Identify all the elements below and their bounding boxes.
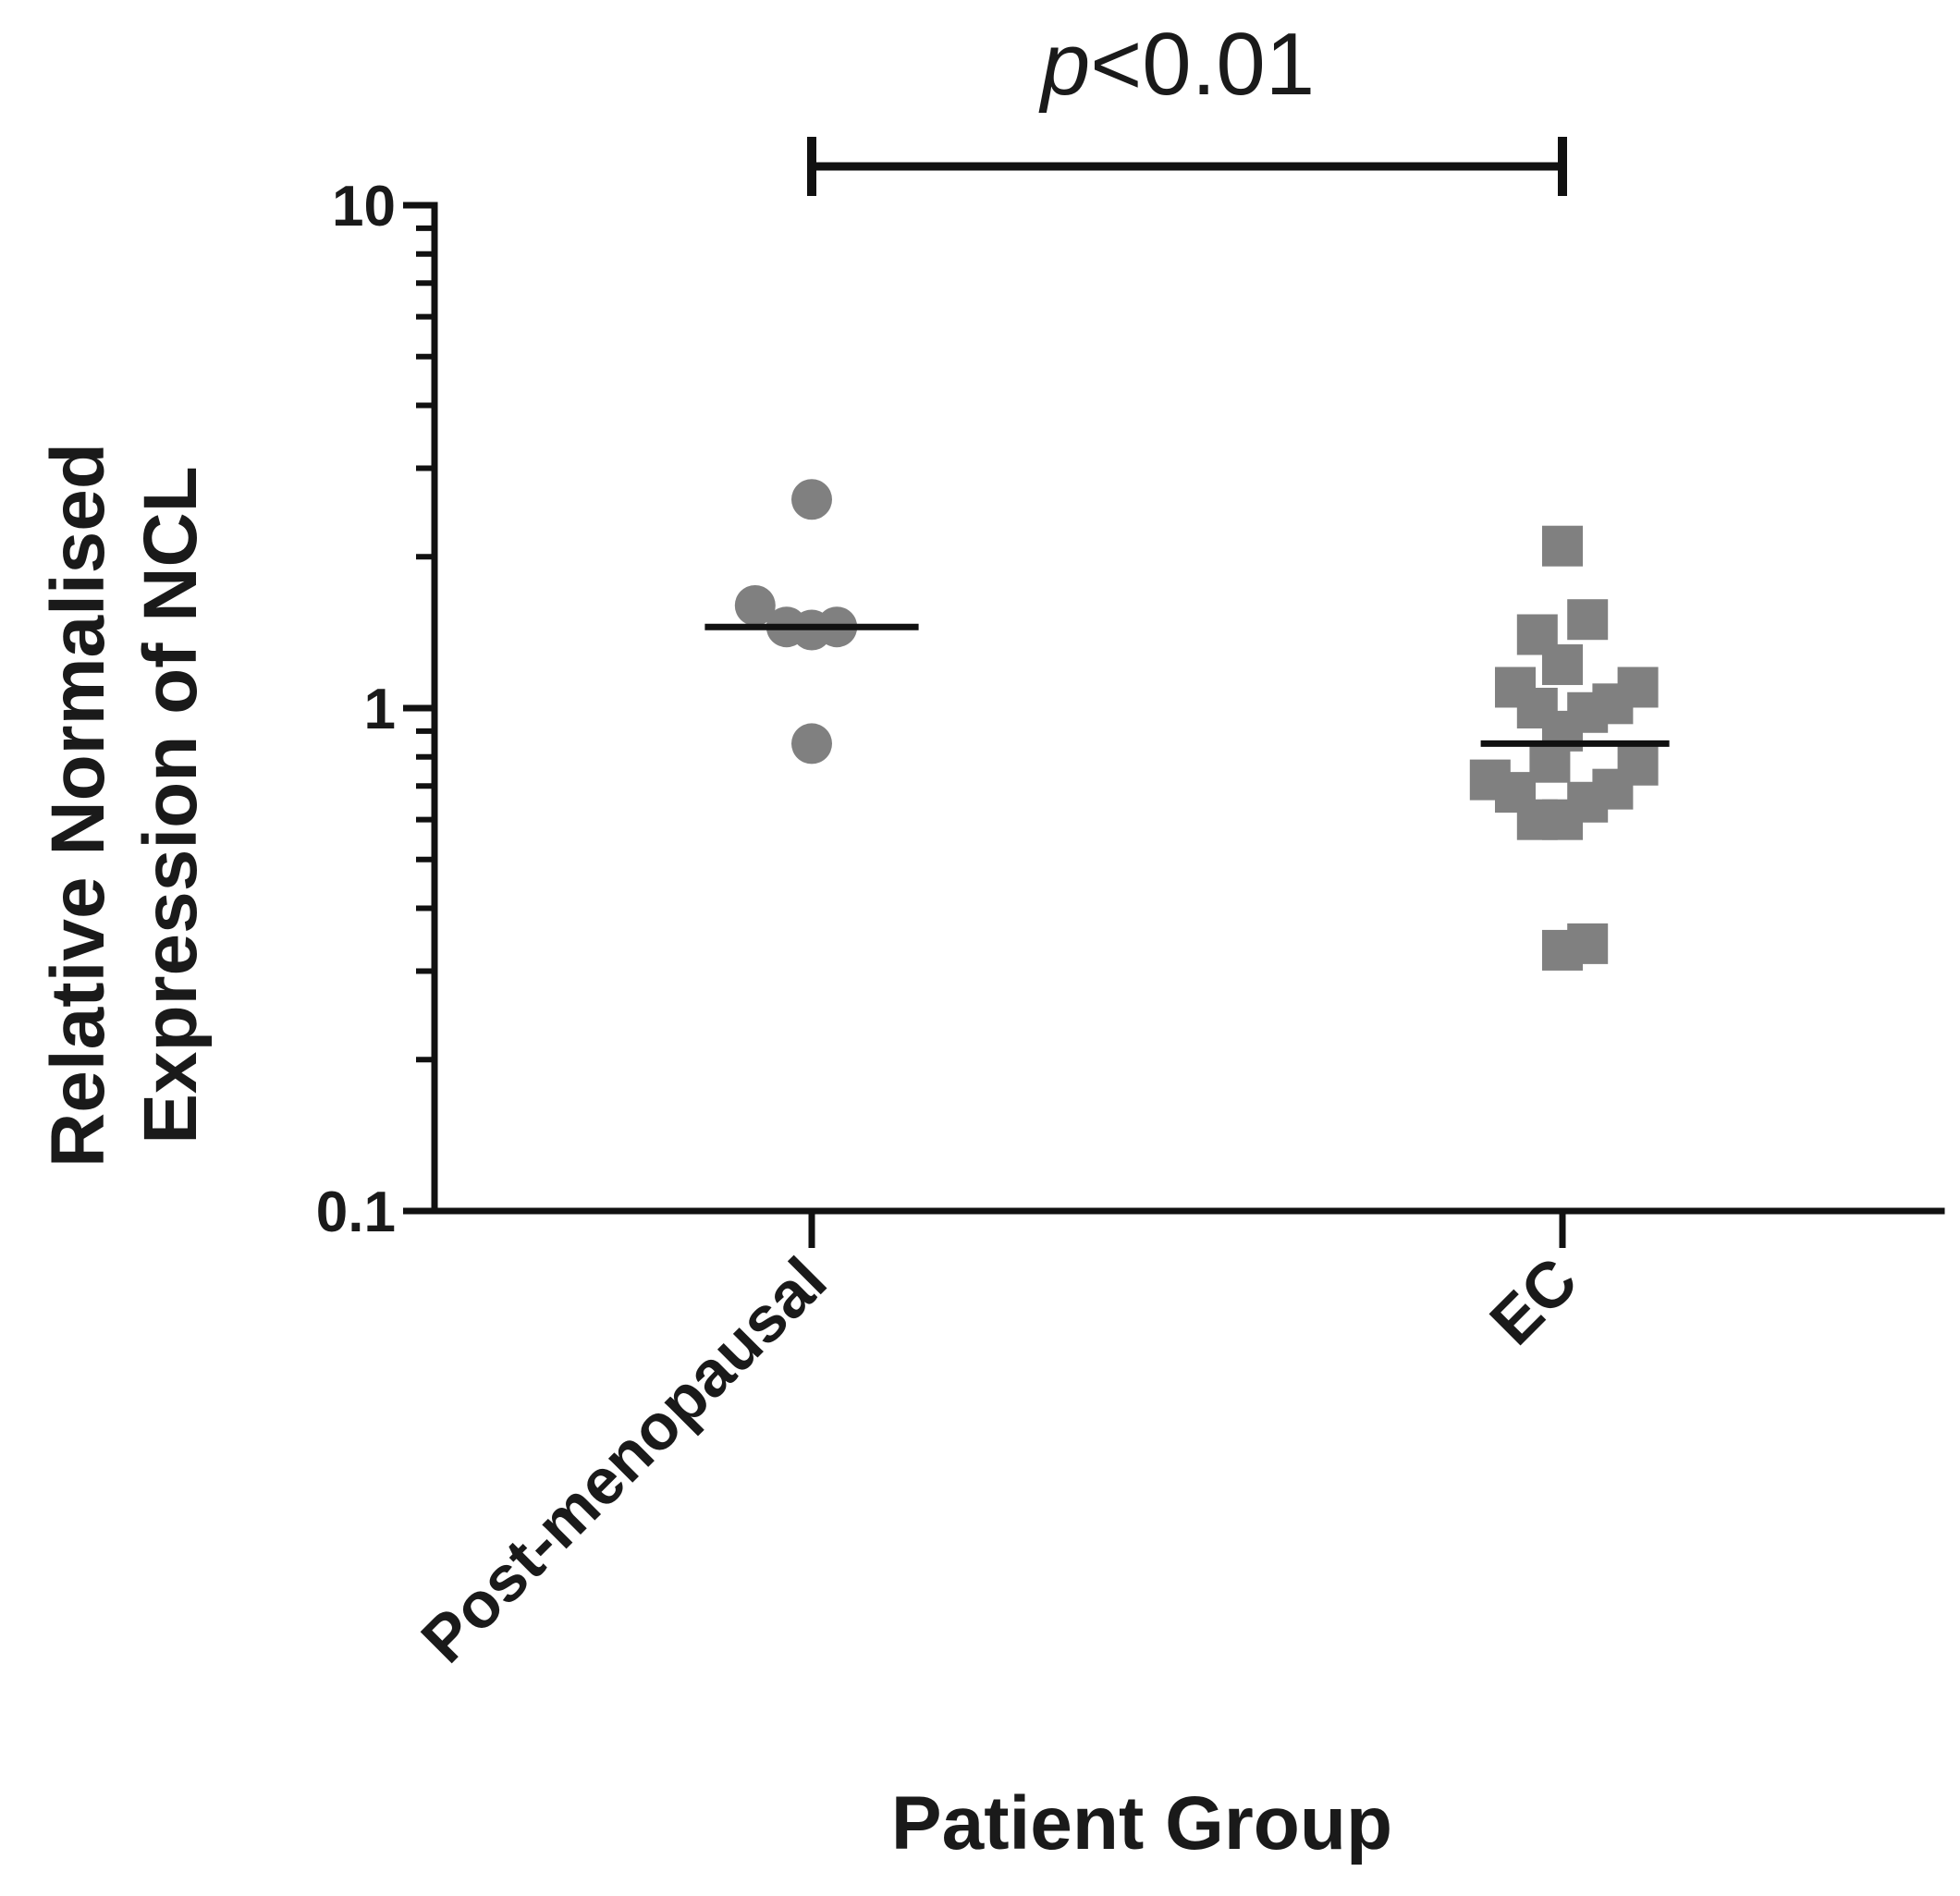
y-tick-label: 0.1 xyxy=(316,1180,396,1244)
y-axis-title-line-2: Expression of NCL xyxy=(129,466,213,1144)
data-point-square xyxy=(1542,525,1583,567)
y-tick-label: 1 xyxy=(364,678,396,741)
data-point-circle xyxy=(791,723,832,765)
significance-label-p: p xyxy=(1038,15,1090,114)
data-point-square xyxy=(1542,644,1583,686)
x-tick-label: EC xyxy=(1476,1243,1591,1358)
significance-label: p<0.01 xyxy=(1038,15,1315,114)
data-point-square xyxy=(1592,683,1634,725)
y-tick-label: 10 xyxy=(332,175,396,239)
y-axis-title-line-1: Relative Normalised xyxy=(36,443,120,1168)
data-point-square xyxy=(1529,741,1571,783)
data-point-square xyxy=(1567,923,1609,964)
data-point-circle xyxy=(734,584,776,626)
x-axis-title: Patient Group xyxy=(891,1781,1392,1865)
significance-label-value: <0.01 xyxy=(1090,15,1315,114)
data-point-square xyxy=(1567,599,1609,641)
data-point-circle xyxy=(791,479,832,520)
data-point-square xyxy=(1542,799,1583,840)
x-tick-label: Post-menopausal xyxy=(408,1243,840,1676)
